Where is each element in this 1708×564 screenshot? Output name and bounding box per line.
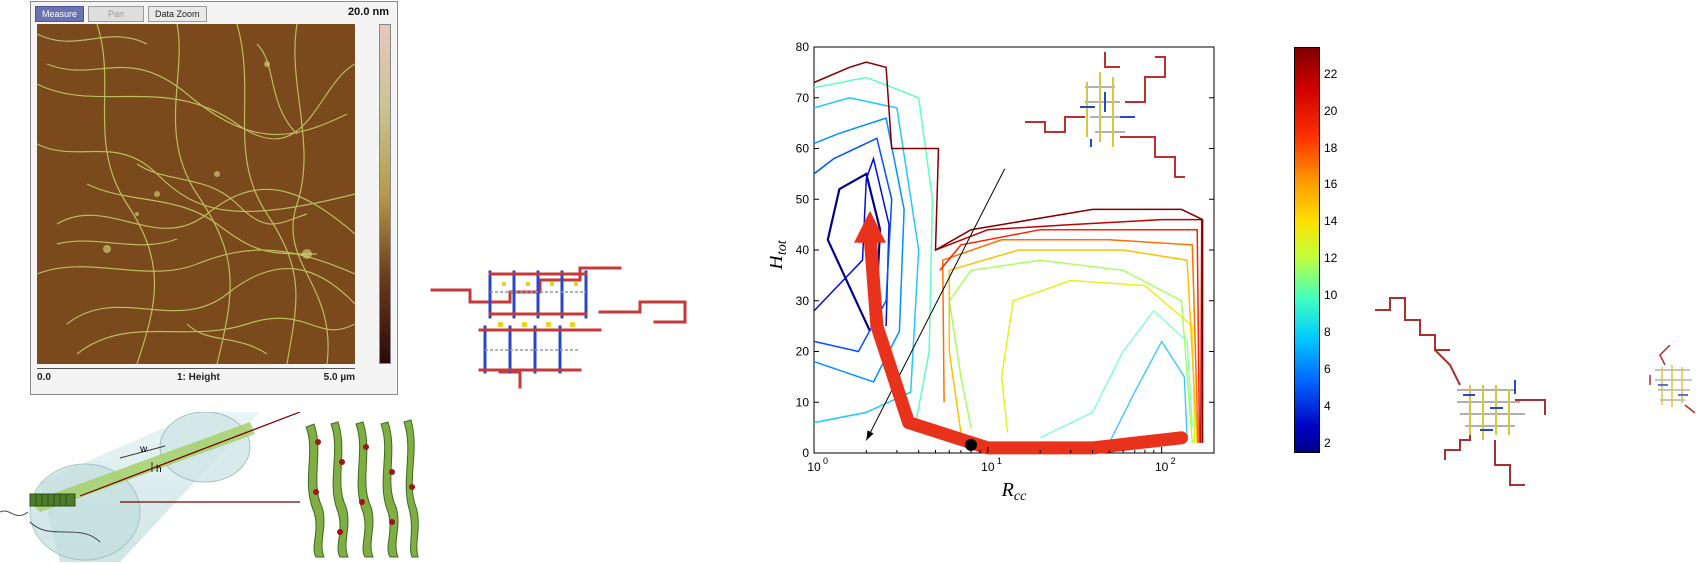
- afm-height-image: [37, 24, 355, 364]
- contour-level-1: [813, 156, 890, 327]
- colorbar-tick-label: 14: [1324, 214, 1338, 229]
- contour-basin-1: [1108, 340, 1188, 444]
- measure-button[interactable]: Measure: [35, 6, 85, 22]
- marker-point: [964, 438, 977, 451]
- colorbar-tick-label: 6: [1324, 361, 1331, 376]
- y-tick-label: 70: [796, 91, 810, 105]
- contour-level-9: [941, 239, 1199, 443]
- contour-level-7: [1000, 279, 1196, 443]
- colorbar: [1294, 47, 1320, 453]
- y-tick-label: 50: [796, 192, 810, 206]
- afm-scale-max-label: 20.0 nm: [348, 6, 389, 18]
- lattice-compact-model-inset: [1025, 52, 1185, 178]
- y-tick-label: 40: [796, 243, 810, 257]
- thin-arrow-line: [865, 168, 1006, 441]
- afm-footer-right: 5.0 µm: [323, 372, 355, 383]
- colorbar-tick-label: 16: [1324, 177, 1338, 192]
- lattice-small-model: [1649, 345, 1696, 414]
- x-axis-label: Rcc: [1001, 479, 1027, 504]
- thick-red-arrow-head: [854, 210, 886, 243]
- afm-toolbar: Measure Pan Data Zoom: [35, 6, 207, 22]
- lattice-aggregate-model: [1375, 297, 1546, 486]
- pan-button[interactable]: Pan: [88, 6, 145, 22]
- x-tick-label: 10: [1155, 460, 1169, 474]
- colorbar-tick-label: 22: [1324, 66, 1338, 81]
- contour-level-8: [948, 249, 1198, 443]
- colorbar-tick-label: 20: [1324, 103, 1338, 118]
- colorbar-tick-label: 4: [1324, 398, 1331, 413]
- y-tick-label: 80: [796, 40, 810, 54]
- contour-level-2: [813, 137, 893, 353]
- afm-footer-left: 0.0: [37, 372, 51, 383]
- afm-footer-channel: 1: Height: [177, 372, 220, 383]
- data-zoom-button[interactable]: Data Zoom: [148, 6, 207, 22]
- y-tick-label: 60: [796, 142, 810, 156]
- contour-basin-0: [1039, 309, 1193, 439]
- y-tick-label: 10: [796, 395, 810, 409]
- width-label: w: [139, 444, 148, 455]
- colorbar-tick-label: 8: [1324, 325, 1331, 340]
- contour-level-11: [935, 218, 1203, 443]
- colorbar-tick-label: 10: [1324, 288, 1338, 303]
- thin-arrow-head: [866, 430, 874, 441]
- colorbar-tick-label: 12: [1324, 251, 1338, 266]
- y-axis-label: Htot: [770, 239, 790, 270]
- afm-viewer: Measure Pan Data Zoom 20.0 nm: [30, 1, 398, 395]
- lattice-sheet-model: [430, 266, 687, 389]
- colorbar-tick-label: 18: [1324, 140, 1338, 155]
- x-tick-label: 10: [981, 460, 995, 474]
- contour-level-4: [813, 97, 920, 424]
- x-tick-exponent: 2: [1171, 456, 1176, 466]
- x-tick-exponent: 1: [997, 456, 1002, 466]
- afm-scale-axis: [37, 368, 355, 369]
- thick-red-arrow: [863, 228, 1188, 455]
- contour-level-10: [939, 228, 1201, 443]
- x-tick-label: 10: [807, 460, 821, 474]
- beta-sheet-ribbon-model: [305, 419, 419, 558]
- y-tick-label: 20: [796, 345, 810, 359]
- contour-level-3: [813, 117, 905, 383]
- y-tick-label: 30: [796, 294, 810, 308]
- colorbar-tick-label: 2: [1324, 435, 1331, 450]
- afm-height-colorbar: [379, 24, 391, 364]
- x-tick-exponent: 0: [823, 456, 828, 466]
- contour-level-6: [948, 259, 1194, 443]
- height-label: h: [156, 464, 162, 475]
- y-tick-label: 0: [802, 446, 809, 460]
- fibril-cylinder-diagram: w h: [0, 412, 300, 562]
- contour-level-12: [813, 61, 1204, 443]
